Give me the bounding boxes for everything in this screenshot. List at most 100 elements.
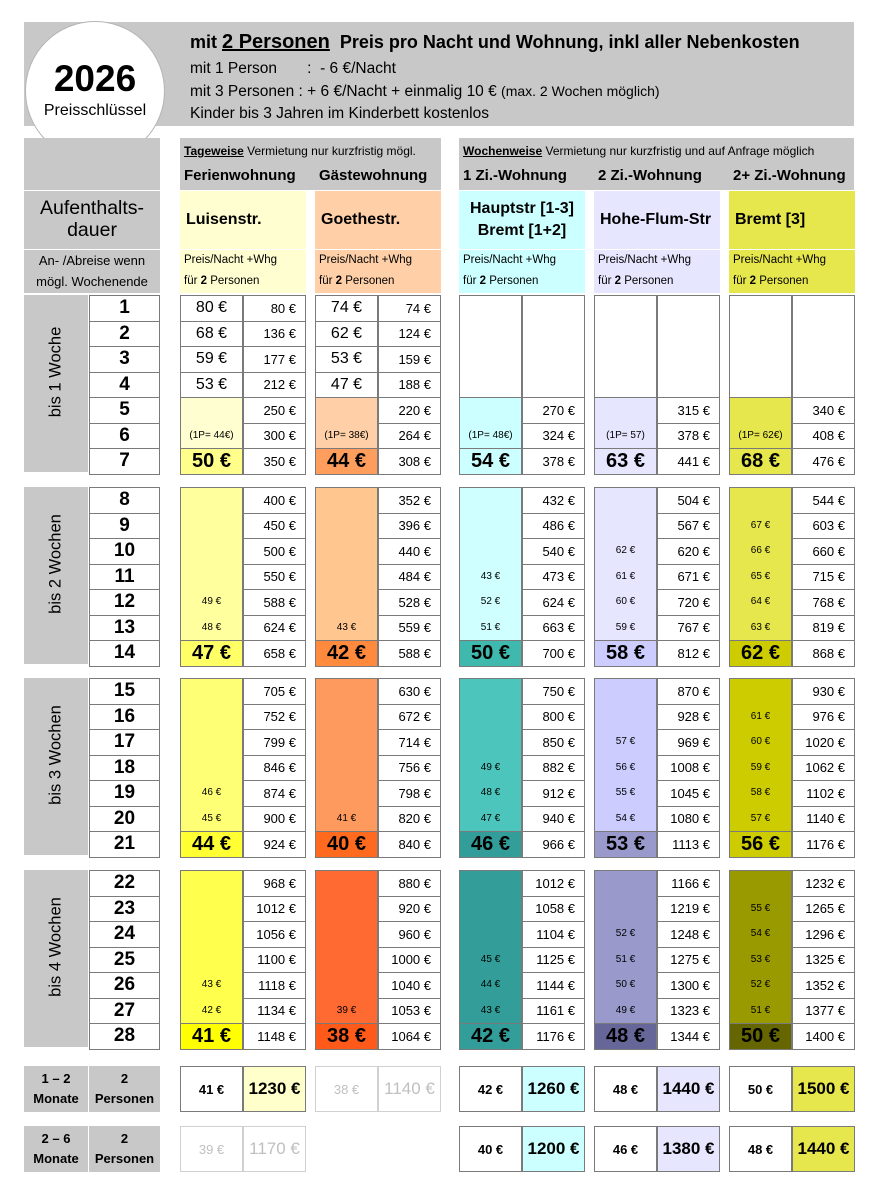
total-price: 928 € [657,703,720,730]
months-label: 1 – 2 Monate [24,1066,88,1112]
nightly-rate: 64 € [750,596,771,607]
total-price: 1161 € [522,997,585,1024]
weekly-price: 42 € [315,640,378,667]
total-price: 624 € [243,614,306,641]
total-price: 308 € [378,448,441,475]
total-price: 1296 € [792,921,855,948]
price-key-label: Preisschlüssel [43,102,147,119]
total-price: 850 € [522,729,585,756]
nightly-rate: 61 € [750,710,771,722]
weekly-price: 56 € [729,831,792,858]
arrival-note: An- /Abreise wenn mögl. Wochenende [24,250,160,293]
week-end-bar [24,1023,88,1047]
apartment-type: 2+ Zi.-Wohnung [733,167,846,184]
nightly-rate: 62 € [615,545,636,556]
total-price: 188 € [378,371,441,398]
total-price: 408 € [792,422,855,449]
nightly-rate: 49 € [480,761,501,773]
total-price: 567 € [657,512,720,539]
day-number: 3 [89,346,160,373]
total-price: 1352 € [792,972,855,999]
total-price: 484 € [378,563,441,590]
total-price: 1134 € [243,997,306,1024]
nightly-rate: 51 € [615,953,636,965]
nightly-rate: 52 € [480,596,501,607]
week-end-bar [24,831,88,855]
total-price: 1144 € [522,972,585,999]
total-price: 441 € [657,448,720,475]
total-price: 880 € [378,870,441,897]
total-price [522,371,585,398]
total-price: 968 € [243,870,306,897]
day-number: 18 [89,754,160,781]
weekly-price: 46 € [459,831,522,858]
day-number: 14 [89,640,160,667]
total-price: 846 € [243,754,306,781]
nightly-rate: 63 € [750,621,771,633]
total-price: 1275 € [657,946,720,973]
week-end-bar [24,448,88,472]
total-price: 1344 € [657,1023,720,1050]
total-price: 798 € [378,780,441,807]
total-price: 663 € [522,614,585,641]
daily-price: 53 € [315,346,378,373]
total-price: 378 € [522,448,585,475]
total-price: 1064 € [378,1023,441,1050]
total-price: 159 € [378,346,441,373]
nightly-rate: 50 € [615,979,636,990]
total-price: 1300 € [657,972,720,999]
weekly-price: 50 € [180,448,243,475]
week-label-text: bis 4 Wochen [46,896,65,997]
apartment-name: Goethestr. [315,191,441,249]
day-number: 16 [89,703,160,730]
total-price: 882 € [522,754,585,781]
single-person-price: (1P= 48€) [468,429,513,441]
total-price [522,346,585,373]
total-price: 559 € [378,614,441,641]
total-price: 969 € [657,729,720,756]
day-number: 1 [89,295,160,322]
weekly-price: 63 € [594,448,657,475]
nightly-rate: 60 € [750,736,771,747]
total-price: 74 € [378,295,441,322]
total-price: 315 € [657,397,720,424]
nightly-rate: 60 € [615,596,636,607]
stay-duration-header: Aufenthalts- dauer [24,191,160,249]
stay-duration-title: Aufenthalts- dauer [39,197,145,241]
week-label-2: bis 2 Wochen [24,487,88,641]
week-end-bar [24,640,88,664]
total-price [792,295,855,322]
total-price: 900 € [243,805,306,832]
nightly-rate: 56 € [615,761,636,773]
day-number: 15 [89,678,160,705]
week-1-block [594,295,657,398]
total-price: 624 € [522,589,585,616]
nightly-rate: 43 € [336,621,357,633]
total-price: 840 € [378,831,441,858]
total-price: 1053 € [378,997,441,1024]
monthly-total-price: 1440 € [657,1066,720,1112]
total-price: 1166 € [657,870,720,897]
total-price: 658 € [243,640,306,667]
total-price: 350 € [243,448,306,475]
monthly-night-price: 41 € [180,1066,243,1112]
nightly-rate: 55 € [750,902,771,914]
total-price: 1100 € [243,946,306,973]
day-number: 12 [89,589,160,616]
week-block [459,678,522,858]
total-price [657,320,720,347]
total-price: 799 € [243,729,306,756]
weekly-price: 62 € [729,640,792,667]
day-number: 8 [89,487,160,514]
total-price: 1148 € [243,1023,306,1050]
total-price: 756 € [378,754,441,781]
weekly-price: 44 € [315,448,378,475]
total-price: 819 € [792,614,855,641]
week-block [594,487,657,667]
week-label-text: bis 3 Wochen [46,704,65,805]
week-block [315,487,378,667]
nightly-rate: 51 € [480,621,501,633]
nightly-rate: 43 € [480,1004,501,1016]
day-number: 4 [89,371,160,398]
total-price: 1400 € [792,1023,855,1050]
